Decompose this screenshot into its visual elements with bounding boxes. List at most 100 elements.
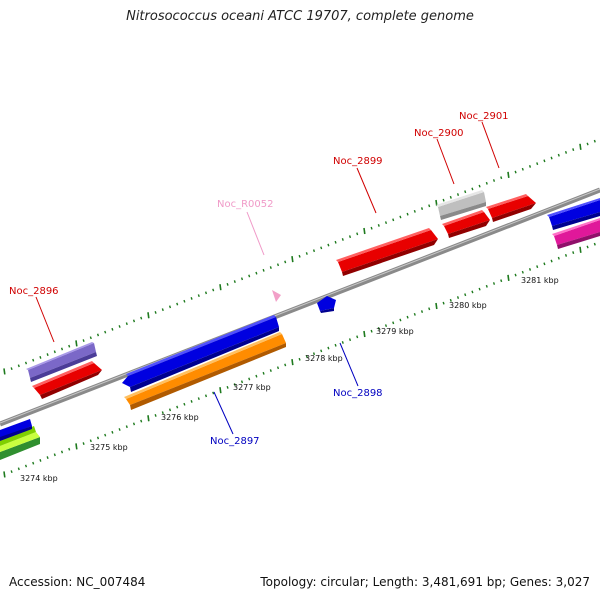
tick-mark-upper: [240, 277, 244, 281]
tick-mark-lower: [298, 357, 301, 361]
tick-mark-lower: [233, 383, 236, 387]
tick-mark-upper: [24, 361, 28, 365]
tick-mark-lower: [312, 352, 316, 356]
tick-mark-upper: [176, 302, 179, 306]
tick-mark-upper: [363, 227, 366, 235]
tick-mark-upper: [399, 215, 402, 219]
tick-mark-upper: [140, 316, 143, 320]
gene-noc-2900: [442, 210, 490, 238]
tick-mark-upper: [456, 193, 460, 196]
tick-mark-upper: [183, 299, 186, 303]
tick-mark-lower: [39, 458, 42, 462]
tick-mark-upper: [125, 322, 128, 326]
tick-mark-upper: [226, 282, 229, 286]
tick-mark-upper: [579, 143, 582, 150]
tick-mark-upper: [298, 254, 301, 258]
feature-magenta-right: [552, 218, 600, 249]
tick-mark-upper: [233, 280, 236, 284]
gene-orange: [124, 332, 286, 410]
tick-mark-upper: [118, 325, 121, 328]
tick-mark-upper: [312, 249, 316, 253]
scale-label: 3278 kbp: [305, 354, 343, 363]
tick-mark-lower: [536, 265, 539, 269]
genome-backbone: [0, 187, 600, 427]
tick-mark-lower: [140, 419, 143, 423]
scale-label: 3281 kbp: [521, 276, 559, 285]
tick-mark-upper: [17, 364, 20, 368]
tick-mark-lower: [17, 467, 20, 471]
tick-mark-upper: [356, 232, 359, 236]
tick-mark-upper: [204, 291, 208, 295]
tick-mark-lower: [413, 312, 416, 316]
tick-mark-lower: [197, 397, 200, 401]
tick-mark-upper: [464, 190, 467, 194]
tick-mark-lower: [543, 262, 546, 266]
tick-mark-lower: [442, 301, 445, 305]
tick-mark-lower: [514, 273, 517, 277]
tick-mark-upper: [248, 274, 251, 278]
tick-mark-upper: [39, 355, 42, 359]
tick-mark-lower: [399, 318, 402, 322]
tick-mark-lower: [485, 284, 488, 288]
tick-mark-lower: [154, 414, 157, 417]
scale-label: 3275 kbp: [90, 443, 128, 452]
genome-summary-text: Topology: circular; Length: 3,481,691 bp…: [260, 575, 590, 589]
tick-mark-lower: [46, 456, 49, 460]
tick-mark-upper: [377, 224, 380, 227]
tick-mark-lower: [10, 470, 13, 474]
tick-mark-upper: [572, 148, 575, 152]
tick-mark-upper: [276, 263, 280, 267]
tick-mark-upper: [255, 271, 258, 275]
tick-track-lower: [3, 242, 596, 478]
tick-mark-upper: [327, 243, 330, 247]
tick-mark-lower: [176, 405, 179, 409]
feature-blue-left: [0, 419, 32, 441]
tick-mark-upper: [543, 159, 546, 163]
tick-mark-upper: [147, 312, 150, 319]
tick-mark-upper: [291, 256, 294, 263]
tick-mark-lower: [132, 422, 136, 426]
leader-noc-2896: [35, 296, 55, 343]
tick-mark-lower: [60, 450, 64, 454]
tick-mark-lower: [226, 385, 229, 389]
tick-mark-lower: [168, 408, 172, 412]
tick-mark-upper: [82, 339, 85, 342]
tick-mark-upper: [521, 167, 524, 171]
tick-mark-upper: [154, 311, 157, 314]
tick-mark-upper: [478, 184, 481, 188]
leader-noc-2897: [213, 391, 234, 435]
tick-mark-upper: [442, 198, 445, 202]
tick-mark-lower: [3, 471, 6, 478]
tick-mark-upper: [392, 218, 395, 222]
tick-mark-upper: [305, 252, 308, 255]
gene-label: Noc_2896: [9, 286, 59, 297]
tick-mark-upper: [32, 358, 35, 362]
tick-mark-upper: [60, 347, 64, 351]
tick-mark-lower: [240, 380, 244, 384]
tick-mark-upper: [46, 353, 49, 357]
tick-mark-lower: [269, 369, 272, 372]
tick-mark-lower: [75, 443, 78, 450]
tick-mark-lower: [348, 338, 352, 342]
tick-mark-upper: [104, 330, 107, 334]
gene-grey: [436, 190, 486, 220]
tick-mark-upper: [10, 367, 13, 371]
tick-mark-upper: [161, 308, 164, 312]
tick-mark-lower: [320, 349, 323, 353]
tick-mark-upper: [89, 336, 92, 340]
tick-mark-upper: [528, 165, 532, 168]
tick-mark-upper: [586, 142, 589, 146]
tick-mark-lower: [96, 436, 100, 440]
leader-noc-r0052: [246, 211, 265, 256]
tick-mark-upper: [370, 226, 373, 230]
leader-noc-2900: [436, 138, 455, 185]
tick-mark-lower: [147, 415, 150, 422]
tick-mark-lower: [305, 355, 308, 358]
tick-mark-lower: [521, 270, 524, 274]
tick-mark-upper: [406, 212, 409, 216]
tick-mark-upper: [190, 297, 193, 300]
tick-mark-upper: [53, 350, 56, 354]
tick-mark-lower: [384, 324, 388, 328]
tick-track-upper: [3, 139, 596, 375]
leader-noc-2901: [481, 121, 500, 169]
